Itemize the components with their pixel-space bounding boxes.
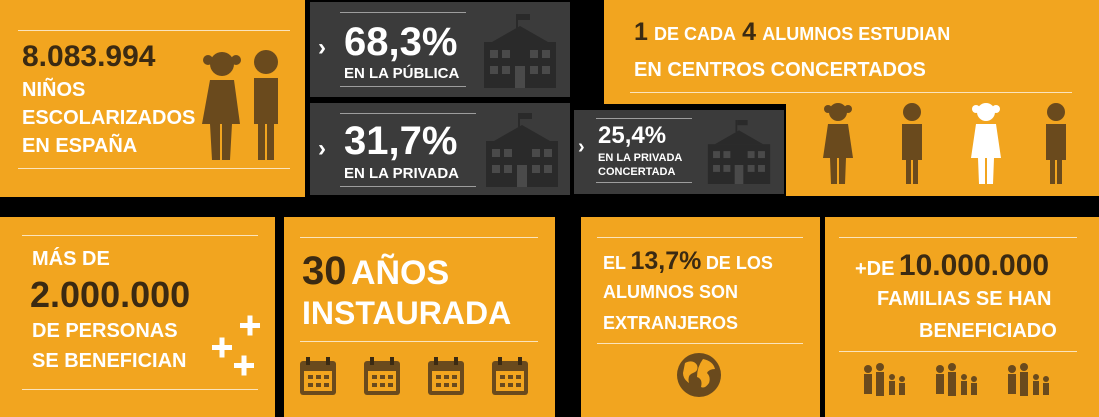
divider — [596, 118, 692, 119]
foreign-line-1: EL 13,7% DE LOS — [603, 249, 773, 274]
years-line-2: INSTAURADA — [302, 295, 512, 331]
public-label: EN LA PÚBLICA — [344, 65, 460, 82]
children-icon — [202, 50, 278, 160]
divider — [340, 186, 476, 187]
benefit-number: 2.000.000 — [30, 274, 191, 315]
divider — [630, 92, 1072, 93]
panel-private: › 31,7% EN LA PRIVADA — [310, 103, 570, 195]
divider — [596, 182, 692, 183]
benefit-label-1: MÁS DE — [32, 248, 110, 270]
divider — [340, 113, 476, 114]
chevron-right-icon: › — [318, 135, 326, 162]
children-label-2: ESCOLARIZADOS — [22, 107, 196, 129]
divider — [18, 168, 290, 169]
children-count: 8.083.994 — [22, 40, 156, 73]
globe-icon — [677, 353, 721, 397]
school-building-icon — [484, 14, 556, 88]
concertada-label-2: CONCERTADA — [598, 166, 676, 178]
school-building-icon — [486, 113, 558, 187]
chevron-right-icon: › — [318, 34, 326, 61]
divider — [597, 343, 803, 344]
years-number: 30 — [302, 249, 347, 293]
students-icon — [823, 103, 1066, 184]
children-label-3: EN ESPAÑA — [22, 135, 138, 157]
public-percent: 68,3% — [344, 20, 458, 64]
families-label-2: FAMILIAS SE HAN — [877, 288, 1052, 310]
families-label-3: BENEFICIADO — [919, 320, 1057, 342]
panel-concertada: › 25,4% EN LA PRIVADA CONCERTADA — [574, 110, 784, 194]
panel-public: › 68,3% EN LA PÚBLICA — [310, 2, 570, 97]
ratio-number-2: 4 — [742, 18, 757, 46]
divider — [340, 86, 466, 87]
school-building-icon — [707, 120, 771, 184]
divider — [22, 235, 258, 236]
divider — [18, 30, 290, 31]
panel-benefit: MÁS DE 2.000.000 DE PERSONAS SE BENEFICI… — [0, 217, 275, 417]
ratio-line-1: 1 DE CADA 4 ALUMNOS ESTUDIAN — [634, 20, 950, 45]
divider — [839, 237, 1077, 238]
families-line-1: +DE 10.000.000 — [855, 251, 1049, 281]
divider — [22, 389, 258, 390]
plus-icon — [212, 315, 260, 376]
family-icon — [864, 363, 1049, 396]
families-prefix: +DE — [855, 258, 895, 280]
benefit-label-2: DE PERSONAS — [32, 320, 178, 342]
panel-families: +DE 10.000.000 FAMILIAS SE HAN BENEFICIA… — [825, 217, 1099, 417]
foreign-text-2: DE LOS — [705, 253, 773, 273]
benefit-label-3: SE BENEFICIAN — [32, 350, 187, 372]
chevron-right-icon: › — [578, 136, 585, 158]
divider — [300, 237, 538, 238]
divider — [340, 12, 466, 13]
families-number: 10.000.000 — [898, 249, 1050, 282]
panel-years: 30 AÑOS INSTAURADA — [284, 217, 555, 417]
divider — [597, 237, 803, 238]
ratio-text-2: ALUMNOS ESTUDIAN — [762, 24, 951, 44]
private-percent: 31,7% — [344, 119, 458, 163]
ratio-text-1: DE CADA — [654, 24, 737, 44]
divider — [839, 351, 1077, 352]
panel-ratio — [604, 0, 1099, 104]
panel-foreign: EL 13,7% DE LOS ALUMNOS SON EXTRANJEROS — [581, 217, 820, 417]
ratio-line-2: EN CENTROS CONCERTADOS — [634, 59, 926, 81]
concertada-percent: 25,4% — [598, 122, 667, 149]
concertada-label-1: EN LA PRIVADA — [598, 152, 683, 164]
divider — [300, 341, 538, 342]
foreign-text-1: EL — [603, 253, 627, 273]
years-label: AÑOS — [350, 254, 450, 292]
foreign-percent: 13,7% — [630, 247, 702, 275]
years-line-1: 30 AÑOS — [302, 251, 449, 291]
foreign-label-3: EXTRANJEROS — [603, 313, 739, 333]
children-label-1: NIÑOS — [22, 79, 86, 101]
foreign-label-2: ALUMNOS SON — [603, 282, 738, 302]
panel-children-count: 8.083.994 NIÑOS ESCOLARIZADOS EN ESPAÑA — [0, 0, 305, 197]
private-label: EN LA PRIVADA — [344, 165, 460, 182]
ratio-number-1: 1 — [634, 18, 648, 46]
calendar-icon — [300, 357, 528, 395]
